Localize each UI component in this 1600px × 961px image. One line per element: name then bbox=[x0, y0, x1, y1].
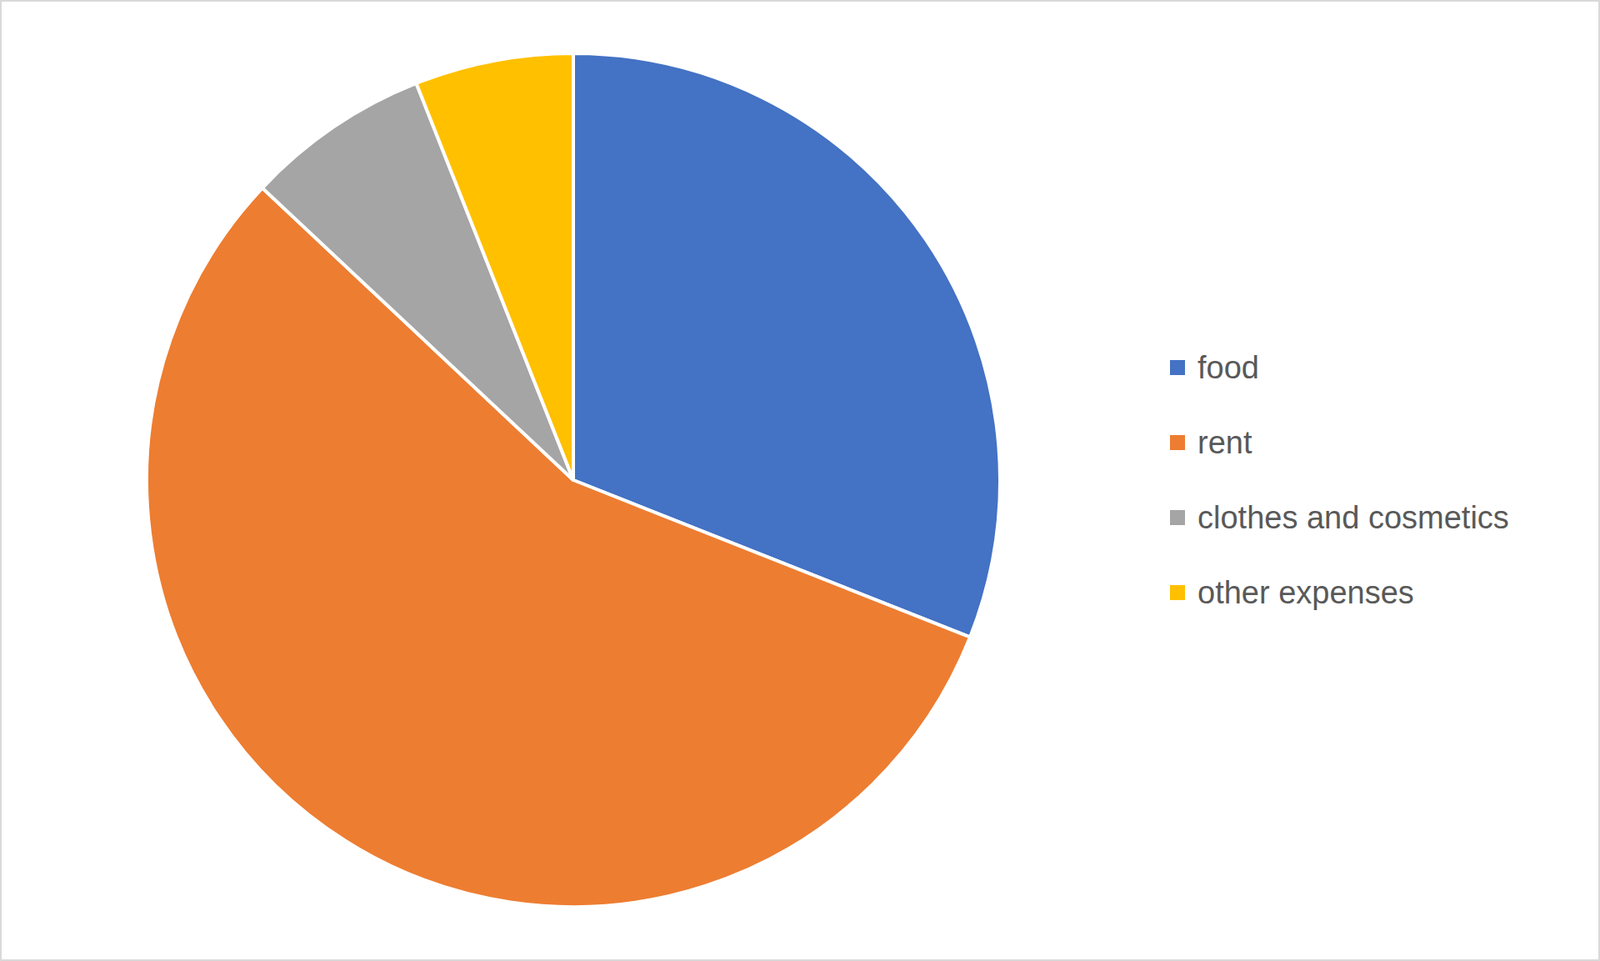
legend-label: rent bbox=[1197, 425, 1253, 460]
legend-swatch bbox=[1170, 435, 1185, 450]
chart: food rent clothes and cosmetics other expen… bbox=[0, 0, 1600, 961]
pie bbox=[146, 53, 1000, 907]
legend-item: clothes and cosmetics bbox=[1170, 500, 1510, 535]
legend-label: clothes and cosmetics bbox=[1197, 500, 1510, 535]
legend-swatch bbox=[1170, 360, 1185, 375]
legend: food rent clothes and cosmetics other expen… bbox=[1170, 350, 1510, 610]
legend-label: food bbox=[1197, 350, 1260, 385]
chart-frame bbox=[0, 0, 1600, 960]
legend-item: rent bbox=[1170, 425, 1253, 460]
legend-item: food bbox=[1170, 350, 1260, 385]
pie-slice bbox=[416, 53, 574, 480]
legend-swatch bbox=[1170, 585, 1185, 600]
legend-swatch bbox=[1170, 510, 1185, 525]
legend-label: other expenses bbox=[1197, 575, 1415, 610]
legend-item: other expenses bbox=[1170, 575, 1415, 610]
